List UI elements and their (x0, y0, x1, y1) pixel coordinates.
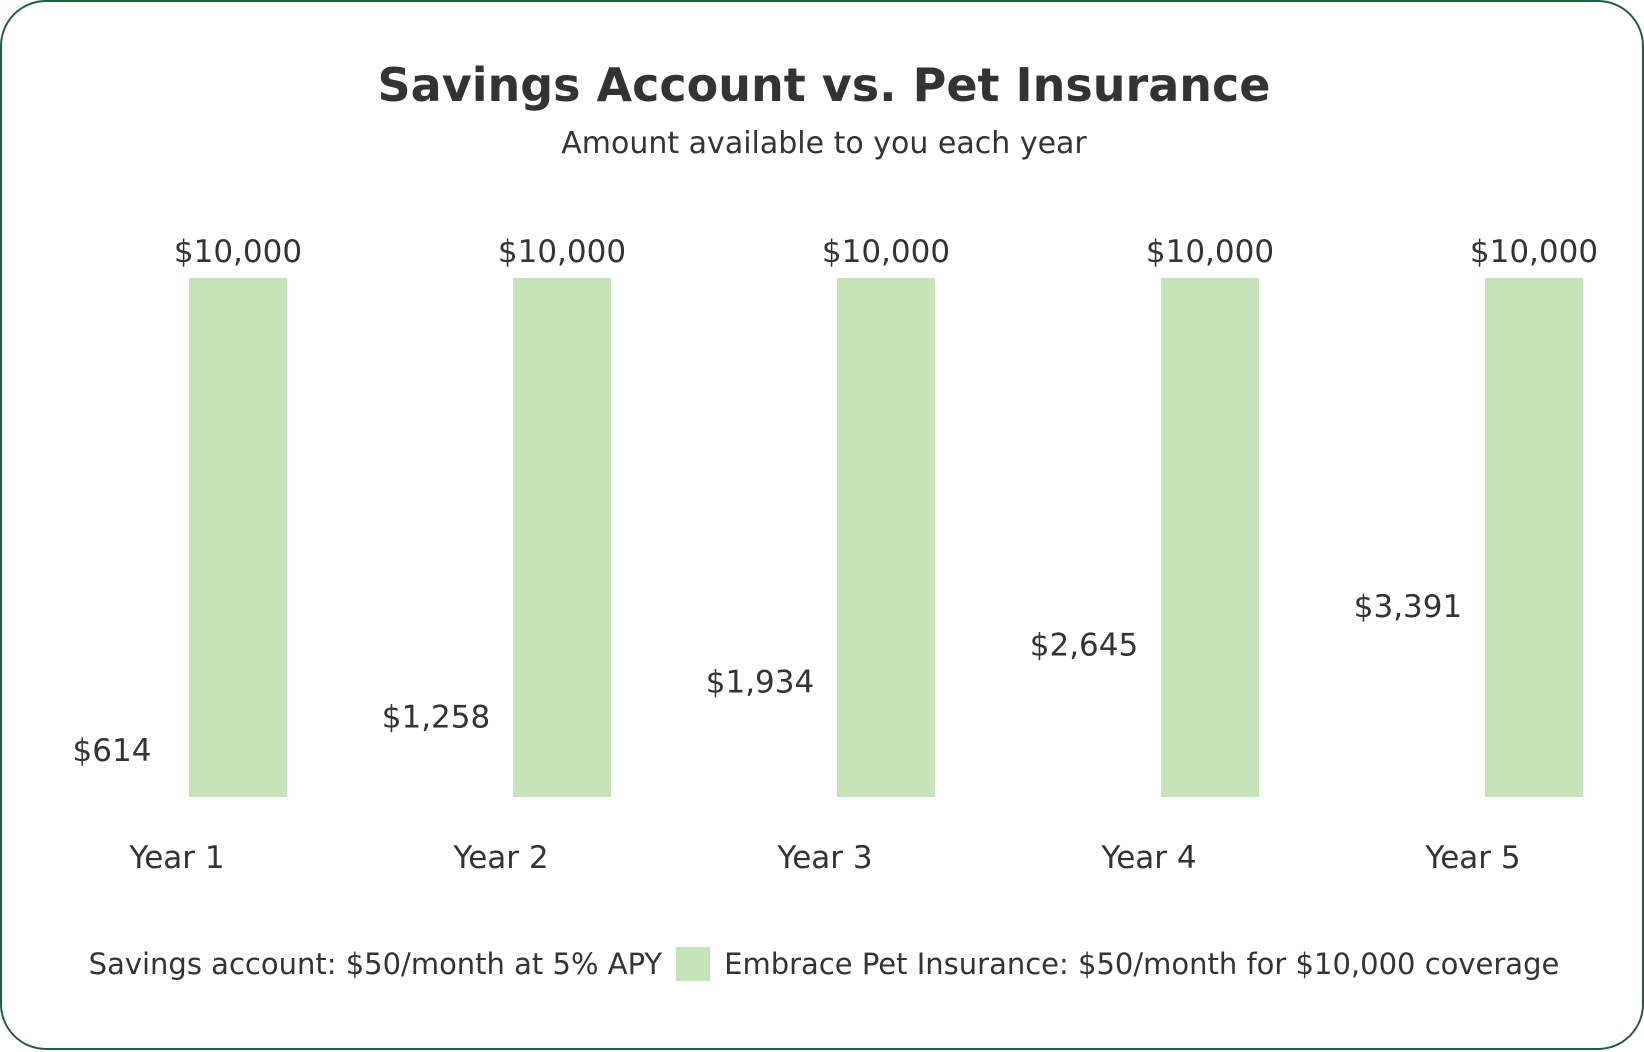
legend-swatch-insurance (676, 947, 711, 981)
chart-title: Savings Account vs. Pet Insurance (377, 58, 1271, 112)
insurance-value-label-2: $10,000 (498, 234, 626, 270)
insurance-bar-5 (1485, 278, 1583, 797)
savings-value-label-2: $1,258 (382, 700, 490, 736)
x-tick-label-5: Year 5 (1424, 840, 1520, 876)
insurance-bar-2 (513, 278, 611, 797)
x-tick-label-3: Year 3 (776, 840, 872, 876)
legend-label-insurance: Embrace Pet Insurance: $50/month for $10… (724, 947, 1560, 981)
x-tick-label-2: Year 2 (452, 840, 548, 876)
insurance-bar-3 (837, 278, 935, 797)
legend: Savings account: $50/month at 5% APY Emb… (2, 947, 1644, 981)
legend-label-savings: Savings account: $50/month at 5% APY (88, 947, 663, 981)
chart-subtitle: Amount available to you each year (561, 126, 1087, 161)
insurance-value-label-5: $10,000 (1470, 234, 1598, 270)
insurance-value-label-3: $10,000 (822, 234, 950, 270)
x-tick-label-4: Year 4 (1100, 840, 1196, 876)
savings-value-label-1: $614 (73, 733, 152, 769)
insurance-value-label-1: $10,000 (174, 234, 302, 270)
insurance-bar-1 (189, 278, 287, 797)
insurance-bar-4 (1161, 278, 1259, 797)
savings-value-label-3: $1,934 (706, 665, 814, 701)
x-tick-label-1: Year 1 (128, 840, 224, 876)
savings-value-label-5: $3,391 (1354, 589, 1462, 625)
insurance-value-label-4: $10,000 (1146, 234, 1274, 270)
savings-value-label-4: $2,645 (1030, 628, 1138, 664)
